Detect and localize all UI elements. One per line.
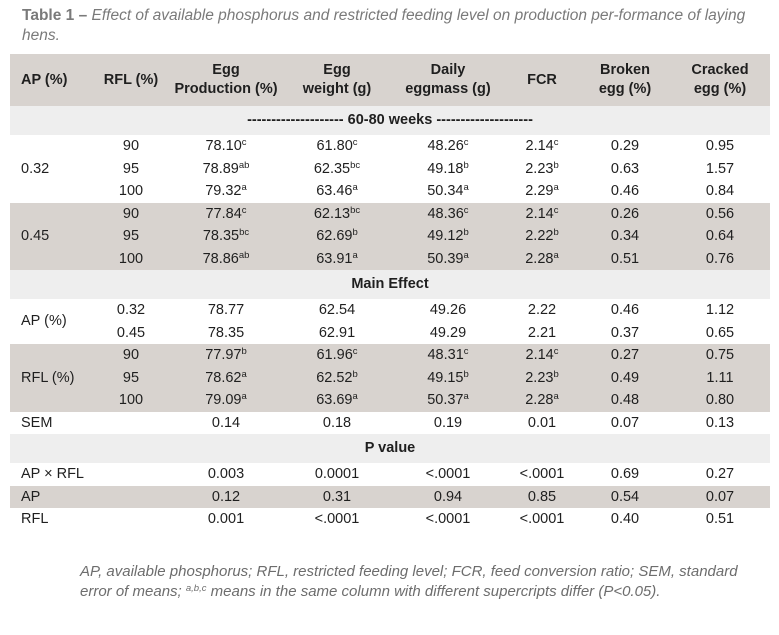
data-table: AP (%) RFL (%) Egg Production (%) Egg weig… [10, 54, 770, 531]
main-ap-label: AP (%) [21, 313, 67, 330]
table-row: 95 78.35bc 62.69b 49.12b 2.22b 0.34 0.64 [10, 225, 770, 248]
table-row: 0.32 90 78.10c 61.80c 48.26c 2.14c 0.29 … [10, 135, 770, 177]
section-row-weeks: -------------------- 60-80 weeks -------… [10, 106, 770, 135]
table-row: 95 78.89ab 62.35bc 49.18b 2.23b 0.63 1.5… [10, 157, 770, 180]
header-rfl: RFL (%) [103, 71, 159, 88]
header-broken-egg: Broken egg (%) [598, 62, 652, 97]
table-row: AP (%) 0.32 78.77 62.54 49.26 2.22 0.46 … [10, 299, 770, 329]
header-cracked-egg: Cracked egg (%) [691, 62, 749, 97]
section-p-value-label: P value [364, 440, 416, 456]
section-row-p-value: P value [10, 434, 770, 463]
p-value-row: RFL 0.001 <.0001 <.0001 <.0001 0.40 0.51 [10, 508, 770, 531]
p-value-row: AP × RFL 0.003 0.0001 <.0001 <.0001 0.69… [10, 463, 770, 486]
main-rfl-label: RFL (%) [21, 369, 75, 386]
header-egg-weight: Egg weight (g) [302, 62, 372, 97]
table-caption: Table 1 – Effect of available phosphorus… [22, 6, 762, 46]
data-table-container: AP (%) RFL (%) Egg Production (%) Egg weig… [10, 54, 770, 531]
table-title: Effect of available phosphorus and restr… [22, 7, 746, 44]
header-daily-eggmass: Daily eggmass (g) [405, 62, 491, 97]
ap-level-cell: 0.32 [21, 160, 50, 177]
table-row: 0.45 78.35 62.91 49.29 2.21 0.37 0.65 [10, 321, 770, 344]
sem-row: SEM 0.14 0.18 0.19 0.01 0.07 0.13 [10, 411, 770, 434]
table-row: 95 78.62a 62.52b 49.15b 2.23b 0.49 1.11 [10, 366, 770, 389]
header-ap: AP (%) [21, 71, 68, 88]
section-row-main-effect: Main Effect [10, 270, 770, 299]
table-row: RFL (%) 90 77.97b 61.96c 48.31c 2.14c 0.… [10, 344, 770, 386]
ap-level-cell: 0.45 [21, 228, 50, 244]
table-row: 0.45 90 77.84c 62.13bc 48.36c 2.14c 0.26… [10, 202, 770, 244]
table-footnote: AP, available phosphorus; RFL, restricte… [80, 563, 738, 600]
table-label: Table 1 – [22, 7, 88, 24]
header-fcr: FCR [527, 71, 557, 88]
table-row: 100 79.32a 63.46a 50.34a 2.29a 0.46 0.84 [10, 180, 770, 203]
header-row: AP (%) RFL (%) Egg Production (%) Egg weig… [10, 54, 770, 106]
header-egg-production: Egg Production (%) [174, 62, 278, 97]
table-row: 100 79.09a 63.69a 50.37a 2.28a 0.48 0.80 [10, 389, 770, 412]
section-main-effect-label: Main Effect [351, 276, 429, 292]
sem-label: SEM [21, 414, 53, 431]
section-weeks-label: -------------------- 60-80 weeks -------… [247, 112, 533, 128]
p-value-row: AP 0.12 0.31 0.94 0.85 0.54 0.07 [10, 485, 770, 508]
table-row: 100 78.86ab 63.91a 50.39a 2.28a 0.51 0.7… [10, 247, 770, 270]
